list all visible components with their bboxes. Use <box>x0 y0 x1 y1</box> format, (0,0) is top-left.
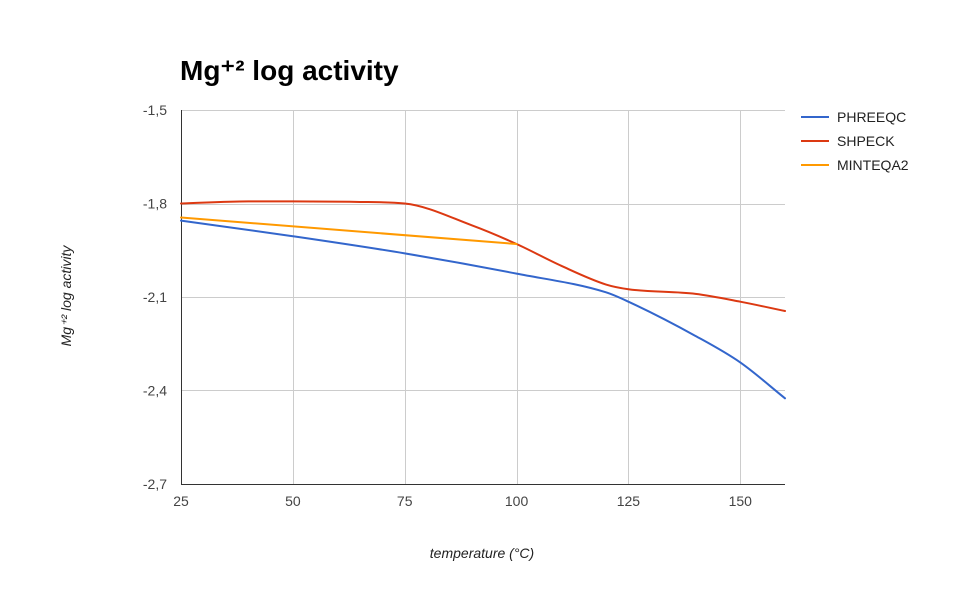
y-tick-label: -2,7 <box>143 476 167 492</box>
tick-labels: -1,5 -1,8 -2,1 -2,4 -2,7 25 50 75 100 125 150 <box>143 102 752 509</box>
y-tick-label: -2,4 <box>143 383 167 399</box>
legend-label-phreeqc: PHREEQC <box>837 109 906 125</box>
legend-label-minteqa2: MINTEQA2 <box>837 157 909 173</box>
series-line-phreeqc <box>180 219 786 400</box>
x-tick-label: 75 <box>397 493 413 509</box>
x-tick-label: 50 <box>285 493 301 509</box>
series-line-minteqa2 <box>180 216 518 246</box>
y-tick-label: -2,1 <box>143 289 167 305</box>
x-tick-label: 125 <box>617 493 641 509</box>
y-tick-label: -1,5 <box>143 102 167 118</box>
y-axis-label: Mg⁺² log activity <box>58 245 74 347</box>
x-tick-label: 100 <box>505 493 529 509</box>
chart-title: Mg⁺² log activity <box>180 55 399 86</box>
grid <box>181 110 785 485</box>
y-tick-label: -1,8 <box>143 196 167 212</box>
x-tick-label: 150 <box>729 493 753 509</box>
legend-label-shpeck: SHPECK <box>837 133 895 149</box>
series-lines <box>180 200 786 400</box>
x-axis-label: temperature (°C) <box>430 545 534 561</box>
axes <box>181 110 785 485</box>
x-tick-label: 25 <box>173 493 189 509</box>
legend: PHREEQC SHPECK MINTEQA2 <box>801 109 909 173</box>
series-line-shpeck <box>180 200 786 313</box>
